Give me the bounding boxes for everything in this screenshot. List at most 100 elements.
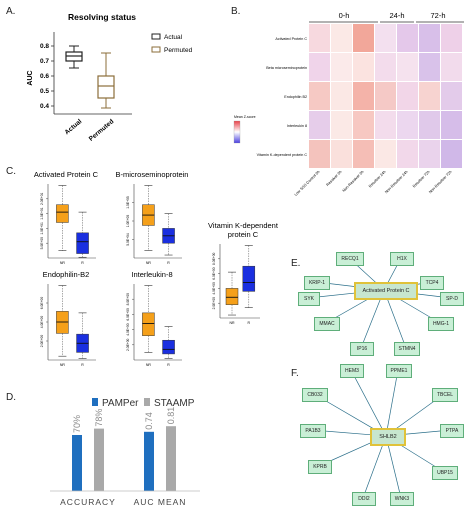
boxplot-xtick-r: R xyxy=(248,321,251,325)
network-e-node-h1x[interactable]: H1X xyxy=(390,252,414,266)
heatmap-cell xyxy=(397,53,418,81)
network-f-edge xyxy=(385,369,399,437)
heatmap-cell xyxy=(331,140,352,168)
boxplot-xtick-r: R xyxy=(167,261,170,265)
panel-d-category-accuracy: ACCURACY xyxy=(60,497,116,507)
bar-label-staamp-1: 0.81 xyxy=(166,407,176,425)
heatmap-cell xyxy=(397,111,418,139)
heatmap-col-label: Non-Resolver 0h xyxy=(342,170,365,193)
boxplot-nr-box xyxy=(225,288,239,305)
heatmap-cell xyxy=(309,82,330,110)
network-f-edge xyxy=(362,435,387,499)
boxplot-ytick-label: 5.0E+00 xyxy=(40,237,44,250)
panel-a-legend-permuted: Permuted xyxy=(164,47,193,54)
boxplot-ytick-label: 2.0E+00 xyxy=(212,297,216,310)
panel-b-group-72h: 72-h xyxy=(430,11,445,20)
boxplot-ytick-label: 4.0E+00 xyxy=(126,323,130,336)
network-f-center-node[interactable]: SHLB2 xyxy=(370,428,406,446)
network-e-center-node[interactable]: Activated Protein C xyxy=(354,282,418,300)
boxplot-nr-box xyxy=(142,204,155,226)
boxplot-ytick-label: 6.0E+00 xyxy=(126,308,130,321)
heatmap-cell xyxy=(397,140,418,168)
heatmap-cell xyxy=(441,53,462,81)
boxplot-xtick-r: R xyxy=(81,261,84,265)
heatmap-col-label: Resolver 24h xyxy=(368,170,387,189)
heatmap-cell xyxy=(441,82,462,110)
panel-a-ytick-label: 0.5 xyxy=(40,88,49,95)
network-f-node-ubp15[interactable]: UBP15 xyxy=(432,466,458,480)
network-e-node-syk[interactable]: SYK xyxy=(298,292,320,306)
bar-staamp-1 xyxy=(166,426,176,491)
heatmap-cell xyxy=(419,53,440,81)
panel-a-legend-actual: Actual xyxy=(164,34,183,41)
panel-a-title: Resolving status xyxy=(68,12,136,22)
boxplot-r-box xyxy=(162,228,175,244)
network-e-node-stmn4[interactable]: STMN4 xyxy=(394,342,420,356)
heatmap-col-label: Low SSS Control 0h xyxy=(294,170,321,197)
network-f-node-tbcel[interactable]: TBCEL xyxy=(432,388,458,402)
network-f-node-hem3[interactable]: HEM3 xyxy=(340,364,364,378)
boxplot-title: Activated Protein C xyxy=(34,170,99,179)
boxplot-ytick-label: 2.0E+00 xyxy=(40,335,44,348)
heatmap-cell xyxy=(441,111,462,139)
network-f-node-kprb[interactable]: KPRB xyxy=(308,460,332,474)
heatmap-cell xyxy=(331,111,352,139)
boxplot-ytick-label: 1.5E+05 xyxy=(126,196,130,209)
bar-staamp-0 xyxy=(94,428,104,491)
panel-a-ylabel: AUC xyxy=(27,70,34,85)
network-e-node-ip16[interactable]: IP16 xyxy=(350,342,374,356)
panel-a-legend-permuted-swatch xyxy=(151,46,161,53)
network-f-node-pa1b3[interactable]: PA1B3 xyxy=(300,424,326,438)
network-e-node-mmac[interactable]: MMAC xyxy=(314,317,340,331)
boxplot-title: Endophilin-B2 xyxy=(43,270,90,279)
bar-label-pamper-0: 70% xyxy=(72,415,82,433)
heatmap-cell xyxy=(419,82,440,110)
network-f-node-ddi2[interactable]: DDI2 xyxy=(352,492,376,506)
network-e-node-recq1[interactable]: RECQ1 xyxy=(336,252,364,266)
bar-pamper-0 xyxy=(72,435,82,491)
bar-pamper-1 xyxy=(144,431,154,491)
heatmap-cell xyxy=(419,24,440,52)
boxplot-1: B-microseminoprotein 5.0E+04 1.0E+05 1.5E+0… xyxy=(116,170,189,265)
heatmap-row-label: Beta microseminoprotein xyxy=(266,66,307,70)
network-e-node-tcp4[interactable]: TCP4 xyxy=(420,276,444,290)
heatmap-row-label: Interleukin 8 xyxy=(287,124,307,128)
boxplot-xtick-nr: NR xyxy=(60,261,66,265)
heatmap-row-label: Vitamin K-dependent protein C xyxy=(257,153,308,157)
network-f-node-ppme1[interactable]: PPME1 xyxy=(386,364,412,378)
network-e-node-krip-1[interactable]: KRIP-1 xyxy=(304,276,330,290)
boxplot-xtick-nr: NR xyxy=(229,321,235,325)
network-f-node-ptpa[interactable]: PTPA xyxy=(440,424,464,438)
heatmap-cell xyxy=(331,24,352,52)
panel-a-xtick-actual: Actual xyxy=(64,118,84,136)
heatmap-cell xyxy=(375,24,396,52)
network-e-node-hmg-1[interactable]: HMG-1 xyxy=(428,317,454,331)
boxplot-ytick-label: 6.0E+00 xyxy=(40,297,44,310)
boxplot-ytick-label: 4.0E+00 xyxy=(40,316,44,329)
network-f-node-cb032[interactable]: CB032 xyxy=(302,388,328,402)
network-e-node-sp-d[interactable]: SP-D xyxy=(440,292,464,306)
panel-label-f: F. xyxy=(291,368,299,379)
heatmap-cell xyxy=(419,111,440,139)
panel-label-d: D. xyxy=(6,392,16,403)
heatmap-cell xyxy=(353,111,374,139)
panel-a-xtick-permuted: Permuted xyxy=(88,118,115,143)
boxplot-0: Activated Protein C 5.0E+00 1.0E+01 1.5E+01… xyxy=(34,170,99,265)
boxplot-r-box xyxy=(242,265,256,292)
heatmap-cell xyxy=(441,140,462,168)
panel-label-b: B. xyxy=(231,6,241,17)
boxplot-title: B-microseminoprotein xyxy=(116,170,189,179)
network-f-node-wnk3[interactable]: WNK3 xyxy=(390,492,414,506)
panel-b-group-24h: 24-h xyxy=(389,11,404,20)
heatmap-row-label: Activated Protein C xyxy=(275,37,307,41)
bar-label-pamper-1: 0.74 xyxy=(144,412,154,430)
boxplot-ytick-label: 8.0E+00 xyxy=(212,252,216,265)
heatmap-cell xyxy=(331,82,352,110)
legend-label-staamp: STAAMP xyxy=(154,398,195,409)
boxplot-nr-box xyxy=(56,204,69,223)
heatmap-cell xyxy=(441,24,462,52)
network-f-edge xyxy=(350,369,387,437)
heatmap-col-label: Resolver 72h xyxy=(412,170,431,189)
boxplot-xtick-nr: NR xyxy=(146,363,152,367)
boxplot-r-box xyxy=(76,232,89,254)
